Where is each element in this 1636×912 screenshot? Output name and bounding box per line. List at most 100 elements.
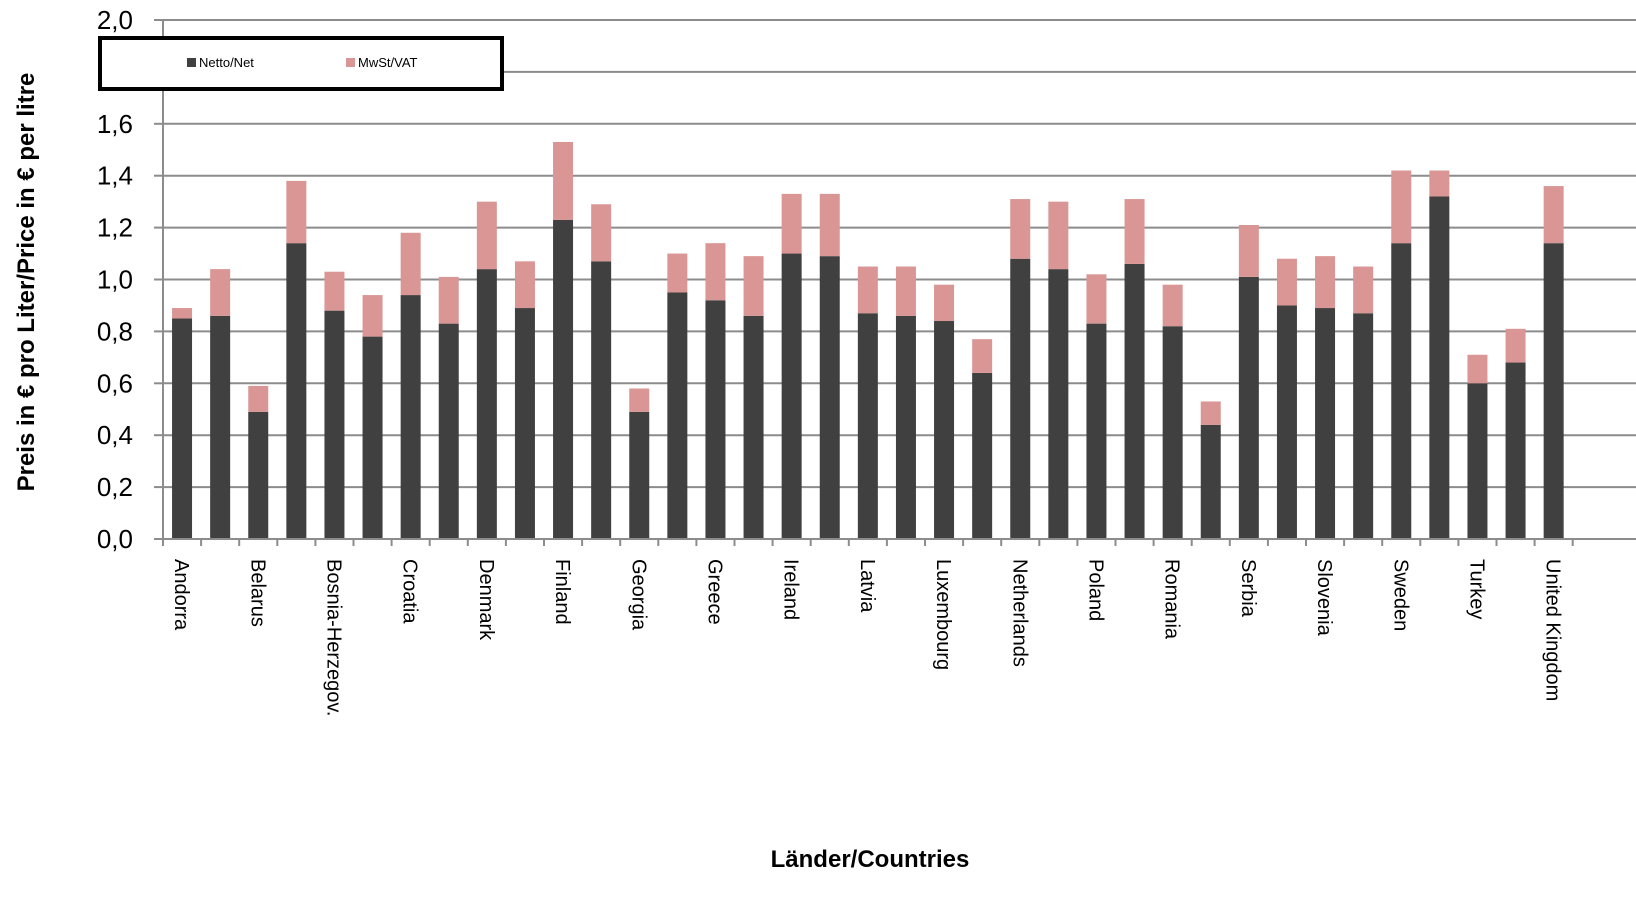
bar-vat — [286, 180, 307, 244]
y-tick-label: 0,2 — [97, 472, 133, 502]
bar-net — [857, 313, 878, 539]
bar-net — [324, 310, 345, 539]
bar-net — [1391, 243, 1412, 540]
x-tick-label: Turkey — [1465, 559, 1487, 619]
bar-net — [1276, 305, 1297, 539]
x-tick-label: Croatia — [399, 559, 421, 624]
bar-vat — [1010, 199, 1031, 259]
bar-net — [362, 336, 383, 539]
y-tick-label: 1,2 — [97, 213, 133, 243]
x-tick-label: Finland — [551, 559, 573, 625]
bar-vat — [705, 243, 726, 301]
bar-net — [1010, 258, 1031, 539]
legend-swatch-net — [187, 58, 196, 67]
bar-net — [819, 256, 840, 539]
x-tick-labels: Andorra Belarus Bosnia-Herzegov. Croatia Den… — [170, 559, 1564, 716]
y-tick-labels: 0,00,20,40,60,81,01,21,41,61,82,0 — [97, 5, 133, 554]
bar-vat — [1048, 201, 1069, 270]
bar-net — [781, 253, 802, 540]
bar-vat — [172, 308, 193, 319]
bar-vat — [934, 284, 955, 322]
bar-vat — [324, 271, 345, 311]
bar-vat — [1124, 199, 1145, 264]
bar-net — [400, 295, 421, 539]
x-tick-label: Georgia — [627, 559, 649, 631]
y-tick-label: 0,4 — [97, 420, 133, 450]
bar-net — [1048, 269, 1069, 539]
bar-vat — [972, 339, 993, 373]
bar-net — [1505, 362, 1526, 539]
bar-net — [210, 315, 231, 539]
bar-net — [1124, 263, 1145, 539]
bar-net — [1162, 326, 1183, 539]
bar-vat — [210, 269, 231, 316]
x-tick-label: Slovenia — [1313, 559, 1335, 637]
bar-vat — [362, 295, 383, 337]
legend-label-vat: MwSt/VAT — [358, 55, 418, 70]
bar-net — [514, 308, 535, 539]
bar-net — [1467, 383, 1488, 539]
y-tick-label: 0,8 — [97, 316, 133, 346]
bar-net — [1353, 313, 1374, 539]
bar-net — [972, 372, 993, 539]
bar-net — [667, 292, 688, 539]
legend-box — [98, 36, 504, 91]
bar-net — [1086, 323, 1107, 539]
bar-vat — [438, 276, 459, 324]
bar-vat — [1200, 401, 1221, 425]
x-tick-label: Andorra — [170, 559, 192, 631]
x-tick-label: Poland — [1084, 559, 1106, 621]
y-axis-title: Preis in € pro Liter/Price in € per litr… — [13, 73, 40, 492]
bar-net — [934, 321, 955, 539]
legend-label-net: Netto/Net — [199, 55, 254, 70]
x-tick-label: United Kingdom — [1542, 559, 1564, 701]
bar-vat — [1086, 274, 1107, 324]
y-tick-label: 2,0 — [97, 5, 133, 35]
y-tick-label: 0,0 — [97, 524, 133, 554]
x-tick-label: Belarus — [246, 559, 268, 627]
bar-vat — [819, 193, 840, 257]
x-tick-label: Romania — [1161, 559, 1183, 640]
bar-vat — [1315, 256, 1336, 309]
bar-vat — [895, 266, 916, 316]
bar-vat — [1505, 328, 1526, 363]
bar-net — [1429, 196, 1450, 539]
bar-vat — [1353, 266, 1374, 314]
bar-vat — [248, 385, 269, 412]
bar-vat — [553, 141, 574, 220]
bar-vat — [476, 201, 497, 270]
bar-net — [286, 243, 307, 540]
bar-net — [172, 318, 193, 539]
x-tick-label: Sweden — [1389, 559, 1411, 631]
x-tick-label: Serbia — [1237, 559, 1259, 618]
bar-net — [248, 411, 269, 539]
bar-net — [705, 300, 726, 539]
x-tick-label: Luxembourg — [932, 559, 954, 670]
x-tick-label: Greece — [703, 559, 725, 625]
x-tick-label: Denmark — [475, 559, 497, 641]
bar-vat — [1162, 284, 1183, 327]
bar-net — [1238, 276, 1259, 539]
x-tick-label: Ireland — [780, 559, 802, 620]
bar-net — [1315, 308, 1336, 539]
bar-net — [476, 269, 497, 539]
bar-vat — [591, 204, 612, 262]
y-tick-label: 1,0 — [97, 265, 133, 295]
bar-net — [553, 219, 574, 539]
y-tick-label: 1,6 — [97, 109, 133, 139]
bars — [172, 141, 1564, 540]
bar-vat — [781, 193, 802, 254]
x-tick-label: Bosnia-Herzegov. — [322, 559, 344, 716]
x-axis-title: Länder/Countries — [771, 846, 970, 873]
bar-net — [895, 315, 916, 539]
x-tick-label: Netherlands — [1008, 559, 1030, 667]
bar-net — [438, 323, 459, 539]
bar-net — [629, 411, 650, 539]
bar-net — [591, 261, 612, 539]
bar-vat — [1429, 170, 1450, 197]
bar-net — [1200, 424, 1221, 539]
bar-vat — [1276, 258, 1297, 306]
bar-vat — [743, 256, 764, 316]
bar-vat — [1238, 225, 1259, 277]
